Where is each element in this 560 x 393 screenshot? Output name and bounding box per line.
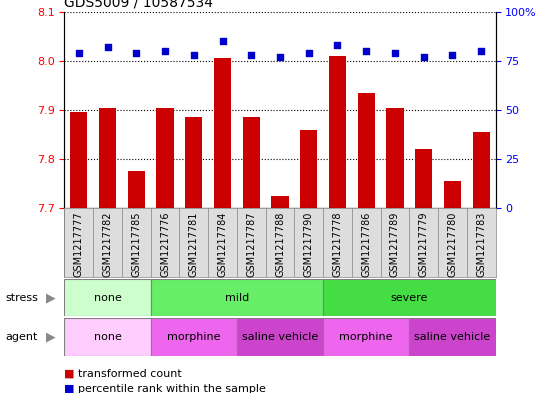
Bar [444,181,461,208]
Bar [358,93,375,208]
Text: stress: stress [6,293,39,303]
Text: ▶: ▶ [45,291,55,304]
Bar [128,171,145,208]
Text: morphine: morphine [167,332,221,342]
Point [74,50,83,56]
Text: GSM1217789: GSM1217789 [390,212,400,277]
Bar [214,59,231,208]
Text: severe: severe [391,293,428,303]
Text: GSM1217783: GSM1217783 [476,212,486,277]
Point [333,42,342,48]
Point [103,44,112,50]
Bar [64,318,151,356]
Text: GSM1217781: GSM1217781 [189,212,199,277]
Bar [300,130,318,208]
Text: GDS5009 / 10587534: GDS5009 / 10587534 [64,0,213,9]
Text: ■: ■ [64,369,75,379]
Bar [151,318,237,356]
Point [448,52,457,58]
Text: GSM1217782: GSM1217782 [102,212,113,277]
Text: GSM1217786: GSM1217786 [361,212,371,277]
Point [362,48,371,54]
Text: ■: ■ [64,384,75,393]
Point [276,54,284,60]
Bar [156,108,174,208]
Text: GSM1217785: GSM1217785 [131,212,141,277]
Point [477,48,486,54]
Text: agent: agent [6,332,38,342]
Text: GSM1217787: GSM1217787 [246,212,256,277]
Bar [329,56,346,208]
Text: mild: mild [225,293,249,303]
Bar [242,118,260,208]
Text: GSM1217776: GSM1217776 [160,212,170,277]
Point [161,48,170,54]
Text: none: none [94,293,122,303]
Bar [64,279,151,316]
Text: GSM1217777: GSM1217777 [74,212,84,277]
Text: none: none [94,332,122,342]
Bar [473,132,490,208]
Point [304,50,313,56]
Text: saline vehicle: saline vehicle [242,332,318,342]
Bar [323,279,496,316]
Bar [409,318,496,356]
Text: transformed count: transformed count [78,369,182,379]
Text: saline vehicle: saline vehicle [414,332,491,342]
Text: ▶: ▶ [45,331,55,343]
Point [218,38,227,44]
Bar [272,196,288,208]
Text: GSM1217778: GSM1217778 [333,212,343,277]
Bar [323,318,409,356]
Bar [151,279,323,316]
Point [419,54,428,60]
Text: morphine: morphine [339,332,393,342]
Bar [237,318,323,356]
Text: GSM1217780: GSM1217780 [447,212,458,277]
Text: GSM1217784: GSM1217784 [217,212,227,277]
Bar [386,108,404,208]
Text: GSM1217779: GSM1217779 [419,212,429,277]
Bar [415,149,432,208]
Text: percentile rank within the sample: percentile rank within the sample [78,384,266,393]
Bar [70,112,87,208]
Text: GSM1217790: GSM1217790 [304,212,314,277]
Bar [185,118,202,208]
Point [247,52,256,58]
Text: GSM1217788: GSM1217788 [275,212,285,277]
Bar [99,108,116,208]
Point [132,50,141,56]
Point [189,52,198,58]
Point [390,50,399,56]
